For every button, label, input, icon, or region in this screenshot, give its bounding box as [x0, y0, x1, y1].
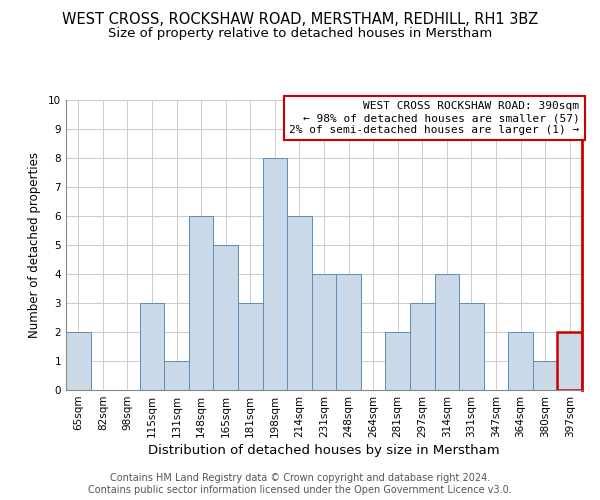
Text: Size of property relative to detached houses in Merstham: Size of property relative to detached ho… [108, 28, 492, 40]
Bar [410, 303, 434, 390]
Text: WEST CROSS, ROCKSHAW ROAD, MERSTHAM, REDHILL, RH1 3BZ: WEST CROSS, ROCKSHAW ROAD, MERSTHAM, RED… [62, 12, 538, 28]
Bar [214, 245, 238, 390]
Bar [287, 216, 312, 390]
Bar [508, 332, 533, 390]
Bar [385, 332, 410, 390]
Bar [336, 274, 361, 390]
Text: WEST CROSS ROCKSHAW ROAD: 390sqm
← 98% of detached houses are smaller (57)
2% of: WEST CROSS ROCKSHAW ROAD: 390sqm ← 98% o… [289, 102, 580, 134]
Bar [164, 361, 189, 390]
Bar [66, 332, 91, 390]
Bar [557, 332, 582, 390]
Bar [263, 158, 287, 390]
Bar [238, 303, 263, 390]
X-axis label: Distribution of detached houses by size in Merstham: Distribution of detached houses by size … [148, 444, 500, 457]
Bar [434, 274, 459, 390]
Text: Contains HM Land Registry data © Crown copyright and database right 2024.
Contai: Contains HM Land Registry data © Crown c… [88, 474, 512, 495]
Bar [140, 303, 164, 390]
Bar [189, 216, 214, 390]
Bar [459, 303, 484, 390]
Bar [312, 274, 336, 390]
Y-axis label: Number of detached properties: Number of detached properties [28, 152, 41, 338]
Bar [533, 361, 557, 390]
